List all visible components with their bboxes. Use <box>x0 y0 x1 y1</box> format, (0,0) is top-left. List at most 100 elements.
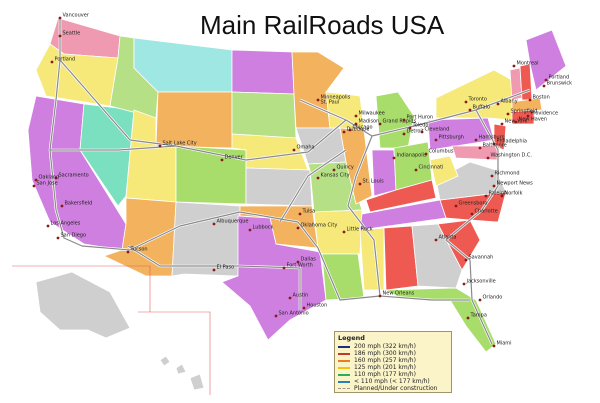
city-marker <box>420 130 424 134</box>
city-marker <box>492 184 496 188</box>
city-marker <box>296 226 300 230</box>
legend-swatch <box>338 373 350 376</box>
city-label: Bakersfield <box>65 201 93 207</box>
city-marker <box>220 158 224 162</box>
city-label: Madison <box>359 119 380 125</box>
legend-item: < 110 mph (< 177 km/h) <box>338 378 448 385</box>
city-label: Oklahoma City <box>301 223 338 229</box>
city-label: Norfolk <box>505 191 523 197</box>
city-marker <box>282 266 286 270</box>
legend-item: 200 mph (322 km/h) <box>338 343 448 350</box>
city-marker <box>506 112 510 116</box>
city-label: Lubbock <box>253 225 274 231</box>
city-marker <box>490 174 494 178</box>
city-marker <box>354 114 358 118</box>
city-label: Washington D.C. <box>491 153 533 159</box>
city-label: Denver <box>225 155 244 161</box>
city-label: Pittsburgh <box>439 135 464 141</box>
city-label: Salt Lake City <box>163 141 197 147</box>
city-label: Portland <box>549 75 570 81</box>
hawaii-inset-border <box>150 311 211 395</box>
city-marker <box>332 168 336 172</box>
city-label: Oakland <box>39 175 60 181</box>
city-marker <box>526 114 530 118</box>
city-label: Columbus <box>429 149 454 155</box>
state-new-mexico <box>171 201 241 277</box>
city-label: Minneapolis <box>321 95 351 101</box>
city-marker <box>158 144 162 148</box>
city-marker <box>484 194 488 198</box>
city-label: Albany <box>501 99 518 105</box>
legend-items: 200 mph (322 km/h) 186 mph (300 km/h) 160 … <box>338 343 448 392</box>
city-marker <box>58 34 62 38</box>
city-marker <box>408 126 412 130</box>
city-label: Miami <box>497 341 512 347</box>
city-label: Baltimore <box>483 143 507 149</box>
legend: Legend 200 mph (322 km/h) 186 mph (300 km… <box>334 331 452 393</box>
city-marker <box>354 122 358 126</box>
city-label: San Diego <box>61 233 87 239</box>
state-maine <box>525 29 567 91</box>
city-label: Quincy <box>337 165 354 171</box>
legend-label: 110 mph (177 km/h) <box>354 371 416 378</box>
city-marker <box>212 268 216 272</box>
city-label: Little Rock <box>347 227 373 233</box>
city-label: Charlotte <box>475 209 498 215</box>
city-label: Los Angeles <box>51 221 81 227</box>
city-label: Toledo <box>412 123 429 129</box>
state-georgia <box>411 223 463 289</box>
legend-label: 125 mph (201 km/h) <box>354 364 416 371</box>
city-label: El Paso <box>217 265 235 271</box>
legend-swatch <box>338 345 350 348</box>
state-connecticut <box>511 109 535 125</box>
city-label: Grand Rapids <box>383 119 417 125</box>
city-label: Detroit <box>407 129 424 135</box>
city-layer: Vancouver Seattle Portland SacramentoOaklan… <box>32 13 573 348</box>
city-label: Tampa <box>470 313 487 319</box>
city-marker <box>302 306 306 310</box>
city-marker <box>58 16 62 20</box>
legend-swatch <box>338 352 350 355</box>
city-marker <box>464 258 468 262</box>
city-label: Chicago <box>353 125 373 131</box>
city-label: New Haven <box>519 117 548 123</box>
city-label: Kansas City <box>321 173 350 179</box>
state-south-dakota <box>231 91 297 139</box>
legend-item: 110 mph (177 km/h) <box>338 371 448 378</box>
city-label: Orlando <box>483 295 503 301</box>
city-label: Toronto <box>468 97 487 103</box>
map-title: Main RailRoads USA <box>200 10 445 40</box>
state-indiana <box>371 149 397 197</box>
city-marker <box>470 212 474 216</box>
city-marker <box>46 224 50 228</box>
city-marker <box>316 176 320 180</box>
legend-label: 200 mph (322 km/h) <box>354 343 416 350</box>
city-marker <box>126 250 130 254</box>
city-label: Dubuque <box>347 127 370 133</box>
legend-title: Legend <box>338 334 365 342</box>
city-marker <box>478 298 482 302</box>
city-marker <box>414 168 418 172</box>
legend-item: 160 mph (257 km/h) <box>338 357 448 364</box>
state-south-carolina <box>437 219 481 271</box>
city-label: Indianapolis <box>397 153 428 159</box>
city-marker <box>468 108 472 112</box>
city-marker <box>500 194 504 198</box>
city-marker <box>402 132 406 136</box>
city-label: Brunswick <box>547 81 573 87</box>
city-label: San Antonio <box>279 311 309 317</box>
city-marker <box>424 152 428 156</box>
city-label: Jacksonville <box>466 279 496 285</box>
legend-label: 160 mph (257 km/h) <box>354 357 416 364</box>
city-label: Montreal <box>517 61 539 67</box>
city-label: Austin <box>293 293 309 299</box>
city-label: Seattle <box>63 31 81 37</box>
city-label: Harrisburg <box>479 135 505 141</box>
city-label: Cleveland <box>425 127 450 133</box>
city-label: Tulsa <box>302 209 316 215</box>
city-marker <box>462 282 466 286</box>
city-label: Savannah <box>469 255 494 261</box>
city-label: St. Louis <box>363 179 385 185</box>
city-marker <box>60 204 64 208</box>
